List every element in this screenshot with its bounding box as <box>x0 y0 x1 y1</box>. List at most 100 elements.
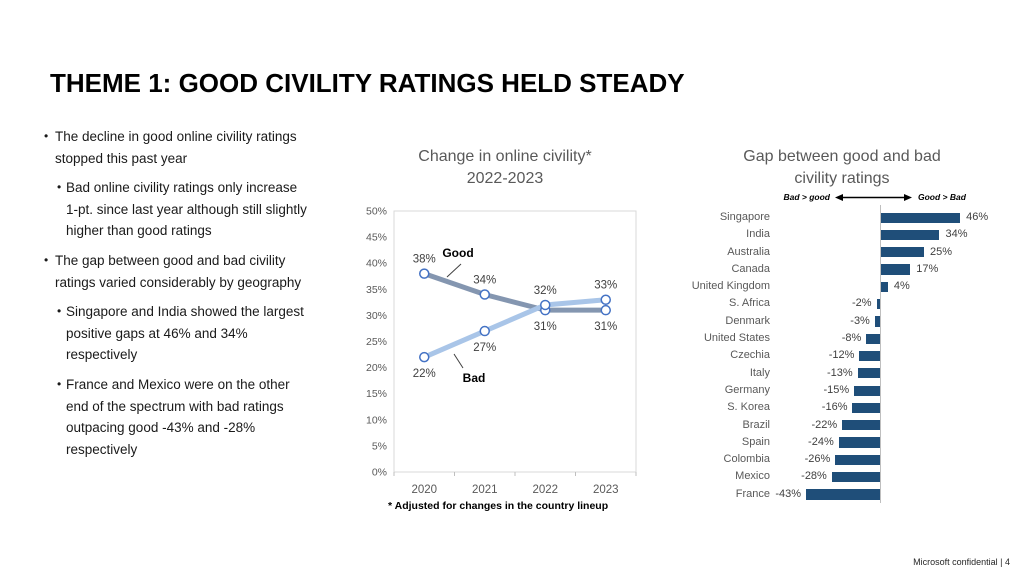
bar-row: Canada 17% <box>682 261 1002 278</box>
bar <box>852 402 880 414</box>
bar-category-label: United Kingdom <box>691 280 770 293</box>
bar-value-label: -12% <box>828 349 855 362</box>
bar-row: Mexico -28% <box>682 468 1002 485</box>
bar-row: Germany -15% <box>682 382 1002 399</box>
bar <box>881 264 911 275</box>
y-axis-tick-label: 45% <box>366 232 387 244</box>
data-point-label: 38% <box>413 254 436 266</box>
bar-row: Australia 25% <box>682 244 1002 261</box>
bar-row: S. Africa -2% <box>682 295 1002 312</box>
bar <box>876 299 880 310</box>
bar <box>831 472 880 483</box>
data-point-marker <box>419 351 430 363</box>
line-chart: Change in online civility* 2022-2023 0% 5… <box>362 146 648 512</box>
bullet-marker: • <box>57 180 62 195</box>
bar-row: Denmark -3% <box>682 313 1002 330</box>
data-point-label: 31% <box>534 321 557 333</box>
series-line-bad <box>423 297 606 360</box>
bar-chart-title: Gap between good and bad <box>743 148 941 165</box>
bullet-item: • The gap between good and bad civility r… <box>44 250 310 293</box>
data-point-label: 31% <box>594 321 617 333</box>
bar-category-label: Denmark <box>725 314 770 327</box>
bar-row: India 34% <box>682 226 1002 243</box>
bar-row: United Kingdom 4% <box>682 278 1002 295</box>
bar-category-label: Singapore <box>719 211 770 223</box>
bar-row: S. Korea -16% <box>682 399 1002 416</box>
good-gt-bad-label: Good > Bad <box>918 192 966 202</box>
bar <box>857 368 880 379</box>
bullet-marker: • <box>44 252 49 267</box>
bullet-list: • The decline in good online civility rat… <box>44 126 310 468</box>
plot-border <box>393 210 637 473</box>
data-point-label: 27% <box>473 342 496 354</box>
bar-value-label: 46% <box>966 211 989 223</box>
y-axis-tick-label: 25% <box>366 336 387 348</box>
bar <box>881 229 940 241</box>
y-axis-tick-label: 50% <box>366 206 387 218</box>
bar <box>866 333 880 344</box>
data-point-label: 34% <box>473 275 496 287</box>
bar <box>881 212 961 223</box>
bar-row: Czechia -12% <box>682 347 1002 364</box>
bar <box>806 489 880 500</box>
y-axis-tick-label: 40% <box>366 258 387 270</box>
y-axis-tick-label: 10% <box>366 414 387 426</box>
bar <box>874 316 880 327</box>
bar-category-label: Brazil <box>742 418 770 431</box>
y-axis-tick-label: 30% <box>366 310 387 322</box>
bullet-item: • France and Mexico were on the other end… <box>57 374 310 460</box>
bullet-marker: • <box>57 304 62 319</box>
bar-category-label: United States <box>703 332 770 345</box>
bar-value-label: -15% <box>823 383 850 396</box>
line-chart-title-block: Change in online civility* 2022-2023 <box>362 146 648 190</box>
line-chart-title: Change in online civility* <box>418 148 592 165</box>
line-chart-plot: 0% 5% 10% 15% 20% 25% 30% 35% 40% 45% 50% 2020 2021 2… <box>366 206 637 496</box>
data-point-marker <box>419 268 430 279</box>
bar <box>881 247 924 258</box>
bar-category-label: Germany <box>724 383 770 396</box>
bullet-text: The gap between good and bad civility ra… <box>55 252 302 290</box>
y-axis-tick-label: 35% <box>366 284 387 296</box>
line-chart-subtitle: 2022-2023 <box>466 170 544 187</box>
x-axis-tick-label: 2023 <box>593 484 619 496</box>
series-name-label: Good <box>442 246 473 260</box>
bar-value-label: -22% <box>811 418 838 431</box>
bad-gt-good-label: Bad > good <box>783 192 830 202</box>
bar <box>881 281 888 292</box>
line-chart-footnote: * Adjusted for changes in the country li… <box>388 500 609 512</box>
bar-category-label: Australia <box>727 245 770 258</box>
gap-direction-legend: Bad > good Good > Bad <box>682 191 1002 207</box>
x-axis-tick-label: 2020 <box>411 484 437 496</box>
bar-row: Colombia -26% <box>682 451 1002 468</box>
bar-chart-title-block: Gap between good and bad civility rating… <box>682 146 1002 190</box>
bar <box>859 350 880 362</box>
bar-row: Singapore 46% <box>682 209 1002 226</box>
footer-confidential: Microsoft confidential | 4 <box>913 557 1010 567</box>
series-line-good <box>423 271 606 313</box>
data-point-marker <box>479 325 490 337</box>
bar-category-label: Italy <box>749 366 770 379</box>
bar <box>835 454 880 465</box>
page-title-theme: THEME 1: <box>50 68 172 99</box>
bullet-text: The decline in good online civility rati… <box>55 129 297 166</box>
bar-row: Italy -13% <box>682 365 1002 382</box>
bar-value-label: -8% <box>841 332 862 345</box>
bar-value-label: -24% <box>808 435 834 448</box>
bar-value-label: 17% <box>916 262 939 275</box>
y-axis-tick-label: 15% <box>366 388 387 400</box>
bar-value-label: -13% <box>826 366 853 379</box>
bar-value-label: 25% <box>930 245 953 258</box>
bar-category-label: France <box>735 487 770 500</box>
data-point-label: 32% <box>534 285 557 297</box>
label-leader-line <box>446 263 462 278</box>
page-title-text: GOOD CIVILITY RATINGS HELD STEADY <box>171 68 685 99</box>
bullet-marker: • <box>44 129 49 143</box>
bar-category-label: Czechia <box>730 349 770 362</box>
bar-category-label: Colombia <box>723 453 770 466</box>
label-leader-line <box>453 353 464 369</box>
bullet-text: Singapore and India showed the largest p… <box>66 304 304 363</box>
y-axis-tick-label: 20% <box>366 362 387 374</box>
data-point-label: 33% <box>594 280 617 292</box>
bar-rows: Singapore 46% India 34% Australia 25% Canada 17… <box>682 205 1002 503</box>
